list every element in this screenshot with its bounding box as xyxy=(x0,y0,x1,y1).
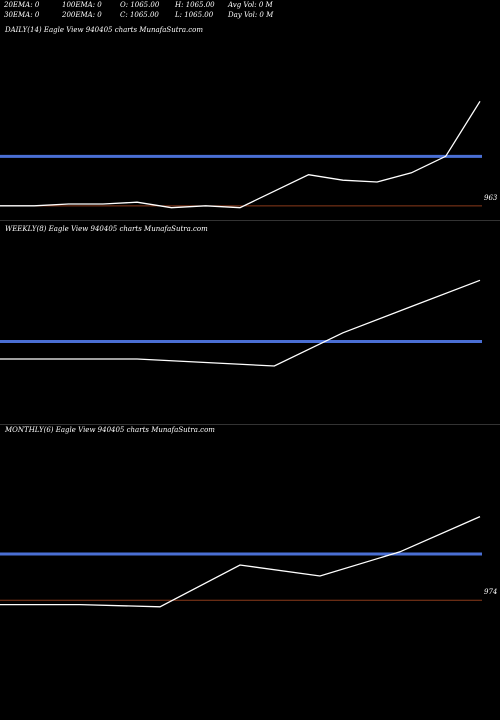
monthly-chart-panel: MONTHLY(6) Eagle View 940405 charts Muna… xyxy=(0,425,500,635)
ema200-label: 200EMA: 0 xyxy=(62,11,102,19)
ema100-label: 100EMA: 0 xyxy=(62,1,102,9)
weekly-chart-title: WEEKLY(8) Eagle View 940405 charts Munaf… xyxy=(5,225,208,233)
support-value-label: 974 xyxy=(484,588,497,596)
day-volume-label: Day Vol: 0 M xyxy=(228,11,274,19)
panel-divider xyxy=(0,220,500,221)
ema30-label: 30EMA: 0 xyxy=(4,11,40,19)
open-price-label: O: 1065.00 xyxy=(120,1,160,9)
daily-chart-panel: DAILY(14) Eagle View 940405 charts Munaf… xyxy=(0,25,500,220)
daily-chart-svg: 963 xyxy=(0,100,498,209)
ema20-label: 20EMA: 0 xyxy=(4,1,40,9)
avg-volume-label: Avg Vol: 0 M xyxy=(228,1,273,9)
weekly-chart-svg xyxy=(0,279,482,367)
monthly-chart-svg: 974 xyxy=(0,516,497,608)
daily-chart-title: DAILY(14) Eagle View 940405 charts Munaf… xyxy=(5,26,204,34)
panel-divider xyxy=(0,424,500,425)
monthly-chart-title: MONTHLY(6) Eagle View 940405 charts Muna… xyxy=(5,426,215,434)
price-series-line xyxy=(0,100,481,209)
close-price-label: C: 1065.00 xyxy=(120,11,159,19)
support-value-label: 963 xyxy=(484,194,498,202)
stats-header: 20EMA: 0 100EMA: 0 O: 1065.00 H: 1065.00… xyxy=(0,0,500,30)
price-series-line xyxy=(0,279,481,367)
price-series-line xyxy=(0,516,481,608)
low-price-label: L: 1065.00 xyxy=(175,11,214,19)
high-price-label: H: 1065.00 xyxy=(175,1,215,9)
weekly-chart-panel: WEEKLY(8) Eagle View 940405 charts Munaf… xyxy=(0,224,500,424)
